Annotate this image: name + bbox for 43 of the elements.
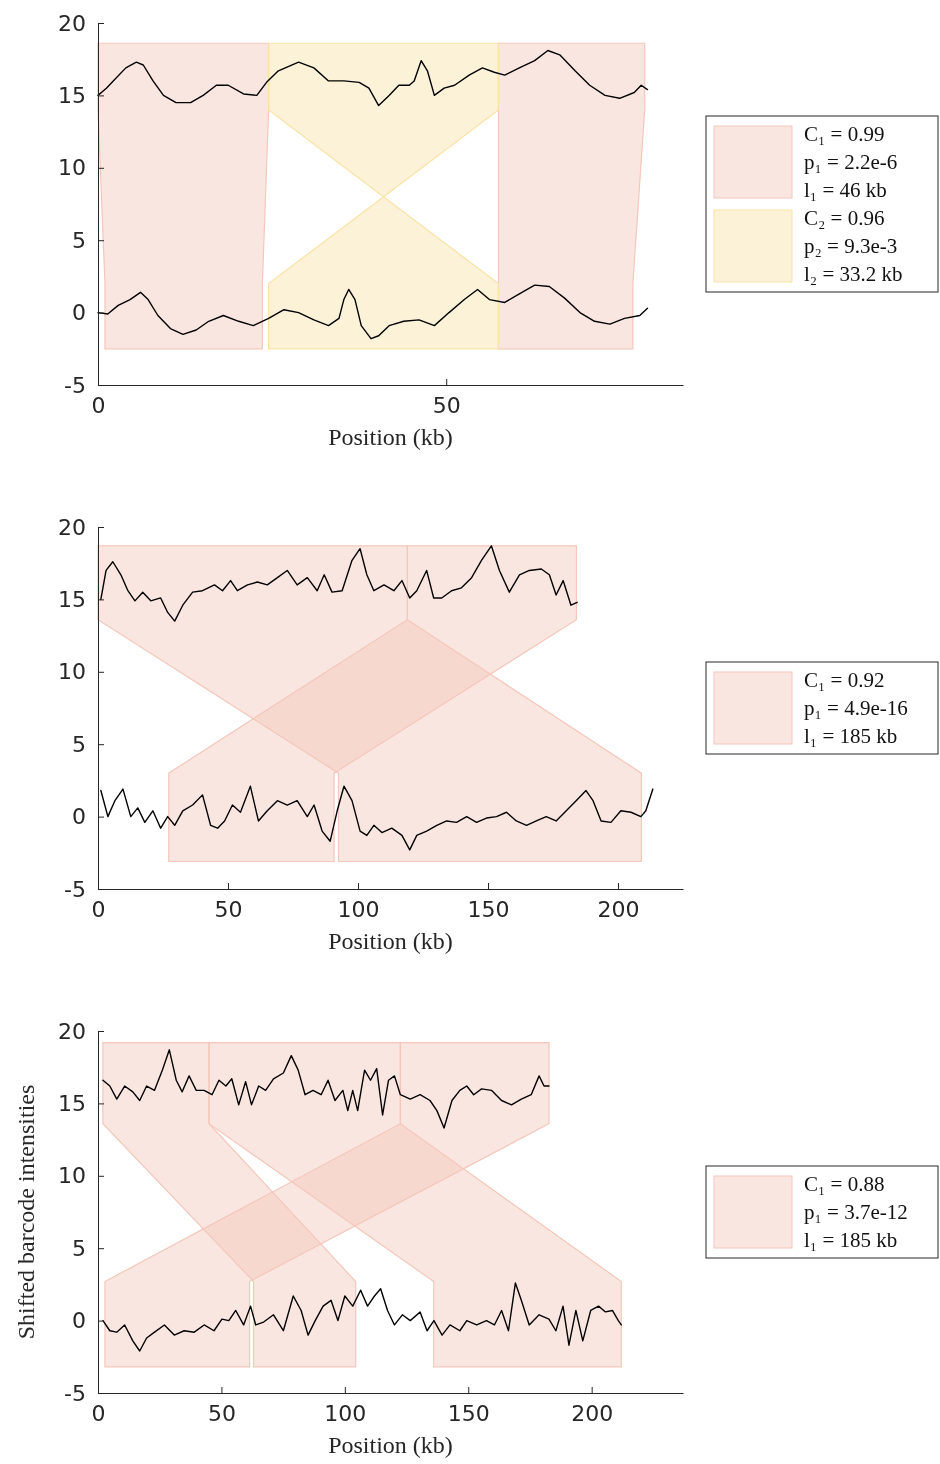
line-series (102, 1049, 550, 1129)
y-tick-label: 5 (72, 1235, 86, 1261)
x-axis-title: Position (kb) (328, 424, 453, 450)
y-tick-label: 0 (72, 1308, 86, 1334)
text: C₂ = 0.96 p₂ = 9.3e-3 l₂ = 33.2 kb (804, 206, 903, 286)
x-tick-label: 0 (91, 1400, 106, 1426)
y-tick-label: 5 (72, 227, 86, 253)
x-tick-label: 50 (432, 392, 461, 418)
text: C₁ = 0.99 p₁ = 2.2e-6 l₁ = 46 kb (804, 122, 898, 202)
line-series (97, 284, 649, 340)
y-tick-label: 15 (58, 586, 86, 612)
y-tick-label: 0 (72, 300, 86, 326)
y-tick-label: 20 (58, 10, 86, 36)
y-tick-label: 0 (72, 804, 86, 830)
y-tick-label: 10 (58, 659, 86, 685)
text: C₁ = 0.92 p₁ = 4.9e-16 l₁ = 185 kb (804, 668, 908, 748)
y-tick-label: 10 (58, 1163, 86, 1189)
x-tick-label: 50 (214, 896, 243, 922)
y-tick-label: 20 (58, 514, 86, 540)
y-tick-label: 20 (58, 1018, 86, 1044)
x-tick-label: 0 (91, 896, 106, 922)
x-axis-title: Position (kb) (328, 928, 453, 954)
y-tick-label: -5 (64, 372, 86, 398)
y-tick-label: -5 (64, 876, 86, 902)
y-tick-label: 15 (58, 1090, 86, 1116)
line-series (100, 785, 654, 851)
x-tick-label: 100 (337, 896, 380, 922)
line-series (102, 1282, 622, 1352)
y-axis-title: Shifted barcode intensities (13, 1084, 39, 1340)
x-tick-label: 150 (447, 1400, 490, 1426)
x-tick-label: 150 (467, 896, 510, 922)
x-tick-label: 200 (597, 896, 640, 922)
x-axis-title: Position (kb) (328, 1432, 453, 1458)
x-tick-label: 200 (571, 1400, 614, 1426)
x-tick-label: 100 (324, 1400, 367, 1426)
line-series (100, 545, 578, 622)
text: C₁ = 0.88 p₁ = 3.7e-12 l₁ = 185 kb (804, 1172, 908, 1252)
y-tick-label: -5 (64, 1380, 86, 1406)
x-tick-label: 50 (207, 1400, 236, 1426)
line-series (97, 49, 649, 107)
y-tick-label: 5 (72, 731, 86, 757)
y-tick-label: 10 (58, 155, 86, 181)
y-tick-label: 15 (58, 82, 86, 108)
